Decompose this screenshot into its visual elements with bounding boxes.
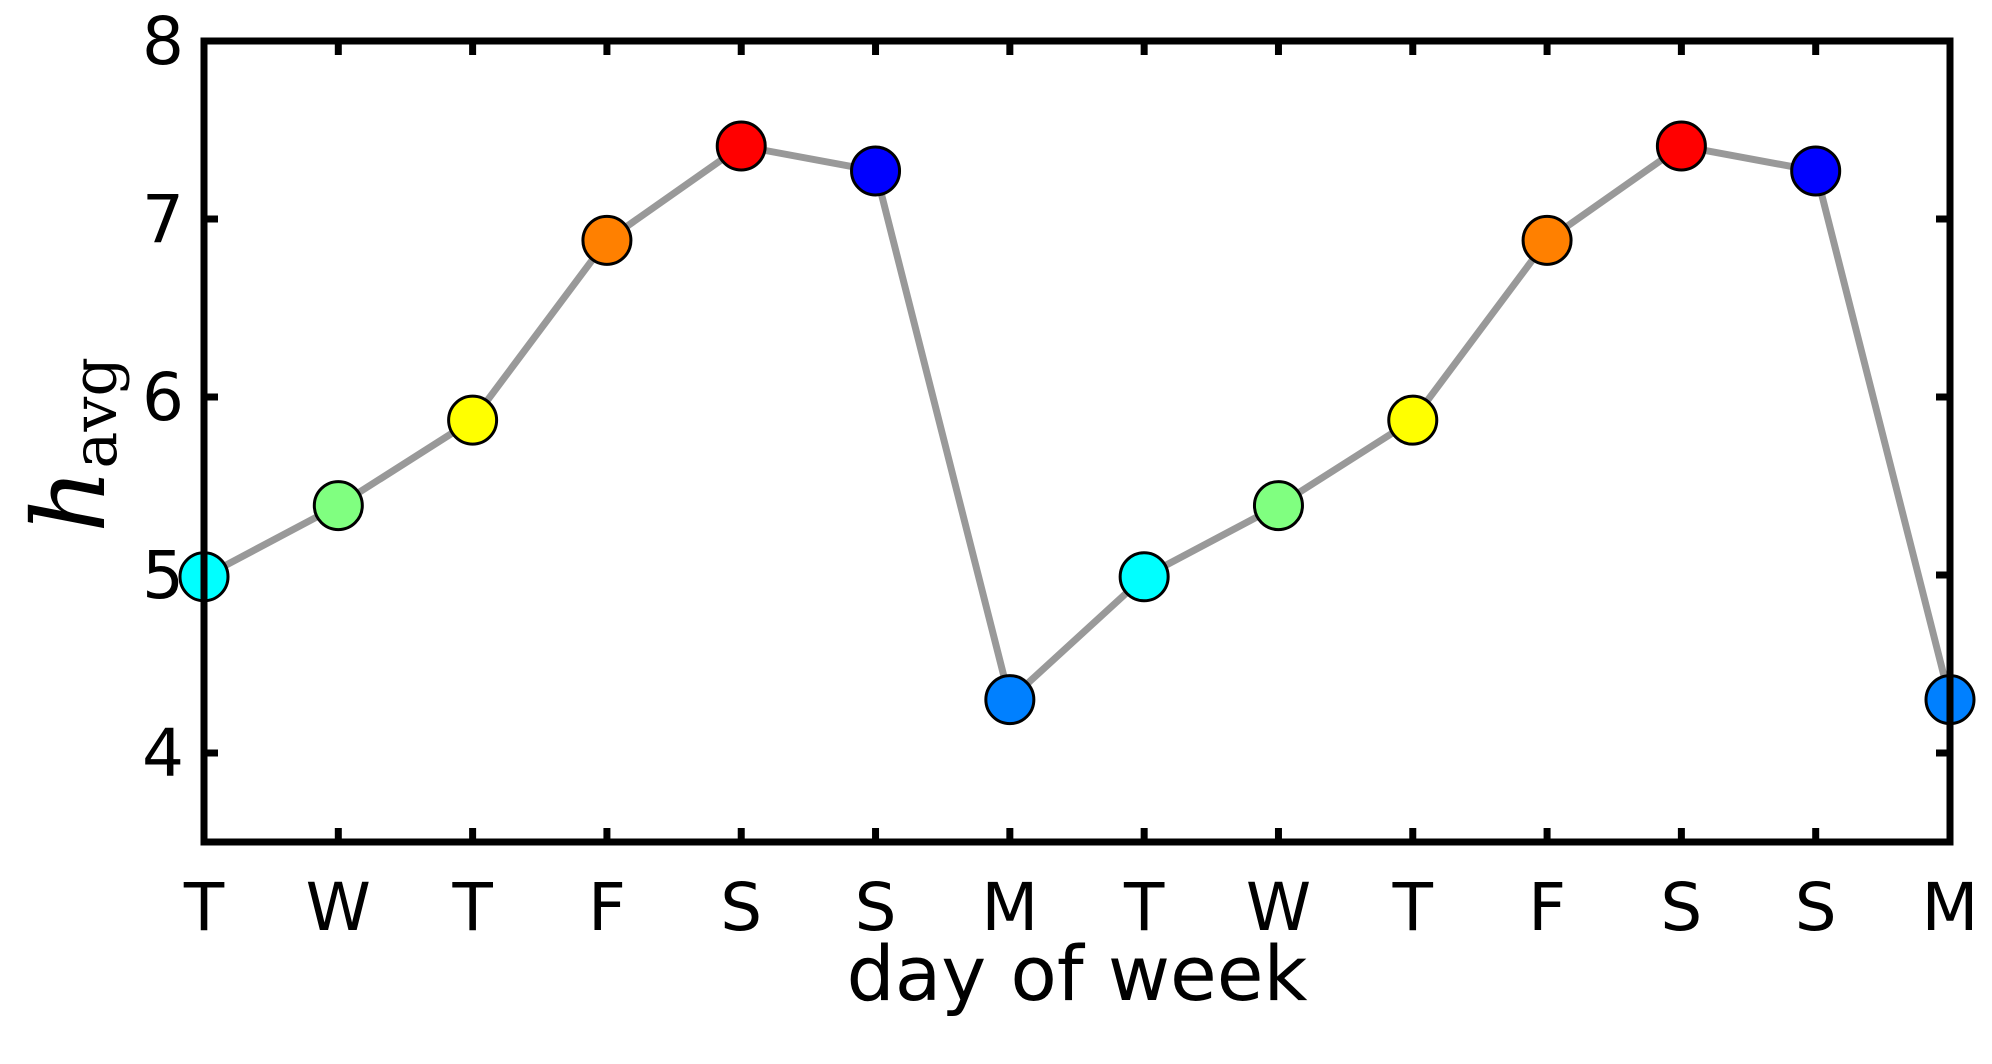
data-point <box>312 480 364 532</box>
data-point <box>1252 480 1304 532</box>
data-point <box>715 120 767 172</box>
x-axis-label: day of week <box>846 929 1307 1018</box>
data-point <box>1521 214 1573 266</box>
data-point <box>447 394 499 446</box>
data-point <box>850 145 902 197</box>
x-tick-label: T <box>1123 869 1165 946</box>
y-tick-label: 6 <box>142 359 184 436</box>
y-tick-labels: 4 5 6 7 8 <box>142 3 184 792</box>
svg-text:havg: havg <box>11 357 131 533</box>
y-tick-label: 5 <box>142 537 184 614</box>
data-point <box>1118 551 1170 603</box>
x-tick-label: F <box>1528 869 1566 946</box>
data-point <box>1790 145 1842 197</box>
x-tick-label: M <box>1922 869 1979 946</box>
x-tick-label: T <box>183 869 225 946</box>
x-tick-label: T <box>1392 869 1434 946</box>
x-tick-label: T <box>451 869 493 946</box>
x-tick-label: W <box>1246 869 1311 946</box>
data-point <box>1387 394 1439 446</box>
x-tick-label: W <box>306 869 371 946</box>
plot-frame <box>200 37 1954 846</box>
x-tick-label: S <box>855 869 897 946</box>
x-tick-label: M <box>981 869 1038 946</box>
y-tick-label: 4 <box>142 715 184 792</box>
data-point <box>1655 120 1707 172</box>
data-point <box>984 674 1036 726</box>
data-points <box>178 120 1976 726</box>
x-tick-label: S <box>720 869 762 946</box>
y-axis-label-main: h <box>11 469 128 533</box>
data-point <box>581 214 633 266</box>
y-axis-label: havg <box>11 357 131 533</box>
y-tick-label: 8 <box>142 3 184 80</box>
y-tick-label: 7 <box>142 181 184 258</box>
series-line <box>202 142 1954 704</box>
x-tick-label: F <box>588 869 626 946</box>
x-tick-label: S <box>1795 869 1837 946</box>
y-axis-label-sub: avg <box>58 357 131 469</box>
x-tick-label: S <box>1660 869 1702 946</box>
